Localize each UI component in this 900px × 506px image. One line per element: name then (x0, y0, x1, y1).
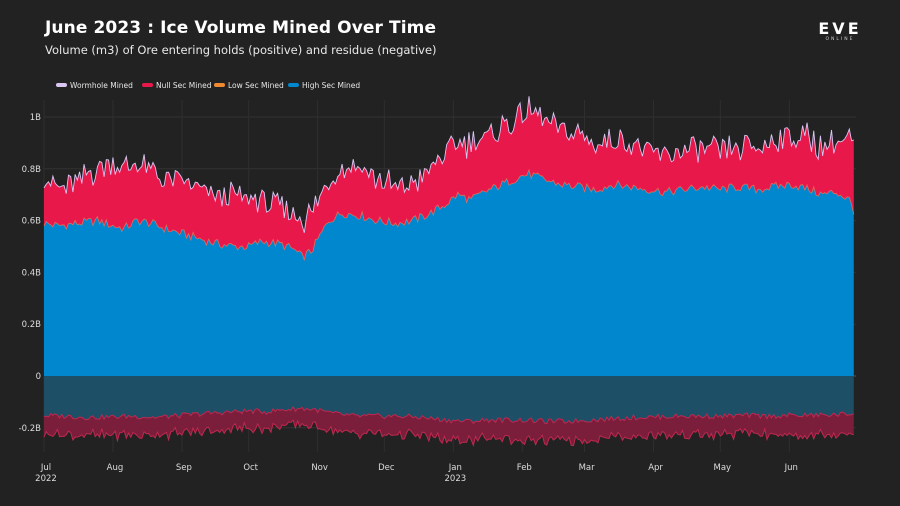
x-tick-label: Sep (176, 463, 192, 473)
x-tick-label: Oct (243, 463, 258, 473)
low-sec-line (43, 168, 855, 262)
legend-label: Low Sec Mined (228, 81, 284, 90)
high-sec-area (44, 170, 854, 376)
y-tick-label: 0.2B (22, 320, 42, 330)
legend-swatch (142, 83, 153, 87)
residue-area-teal (44, 376, 854, 424)
x-tick-year-label: 2022 (35, 474, 57, 484)
legend-swatch (56, 83, 67, 87)
residue-line-top (43, 405, 854, 425)
x-tick-label: Jun (784, 463, 798, 473)
legend-label: Wormhole Mined (70, 81, 133, 90)
y-tick-label: 0.6B (22, 217, 42, 227)
legend-item-null-sec-mined[interactable]: Null Sec Mined (142, 81, 212, 90)
logo-subtext: ONLINE (825, 37, 855, 42)
logo-wordmark: EVE (818, 19, 862, 38)
residue-area-maroon (44, 406, 854, 446)
legend-swatch (288, 83, 299, 87)
legend-swatch (214, 83, 225, 87)
x-tick-label: May (714, 463, 732, 473)
y-tick-label: 0.8B (22, 165, 42, 175)
x-tick-label: Jul (40, 463, 51, 473)
chart-title: June 2023 : Ice Volume Mined Over Time (45, 18, 437, 38)
x-tick-label: Mar (579, 463, 596, 473)
x-tick-label: Nov (311, 463, 328, 473)
legend-item-wormhole-mined[interactable]: Wormhole Mined (56, 81, 133, 90)
legend[interactable]: Wormhole Mined Null Sec Mined Low Sec Mine… (56, 81, 360, 90)
y-tick-label: 0 (36, 372, 41, 382)
residue-line-bottom (43, 419, 854, 447)
y-axis: 1B 0.8B 0.6B 0.4B 0.2B 0 -0.2B (19, 113, 42, 434)
x-tick-label: Apr (648, 463, 663, 473)
legend-label: Null Sec Mined (156, 81, 212, 90)
wormhole-line (43, 96, 854, 233)
x-tick-label: Jan (448, 463, 462, 473)
chart-subtitle: Volume (m3) of Ore entering holds (posit… (45, 43, 437, 57)
y-tick-label: 1B (30, 113, 41, 123)
y-tick-label: -0.2B (19, 424, 42, 434)
legend-item-high-sec-mined[interactable]: High Sec Mined (288, 81, 360, 90)
x-tick-label: Aug (107, 463, 124, 473)
legend-item-low-sec-mined[interactable]: Low Sec Mined (214, 81, 284, 90)
eve-online-logo: EVE ONLINE (814, 21, 866, 43)
legend-label: High Sec Mined (302, 81, 360, 90)
series-areas (43, 96, 855, 447)
x-tick-year-label: 2023 (445, 474, 467, 484)
x-tick-label: Dec (378, 463, 395, 473)
y-tick-label: 0.4B (22, 268, 42, 278)
null-sec-area (44, 96, 854, 260)
x-tick-label: Feb (517, 463, 532, 473)
